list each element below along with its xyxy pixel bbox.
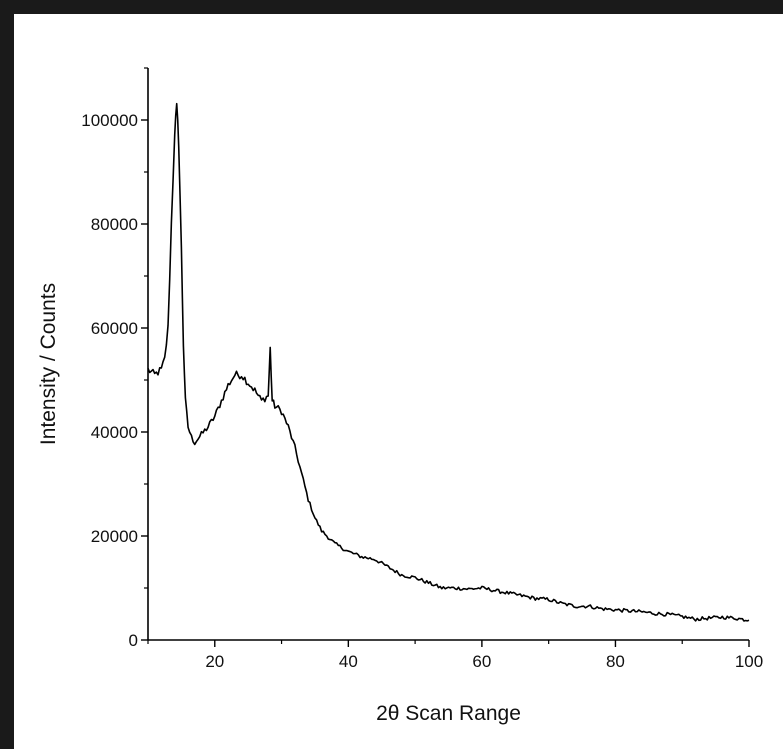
x-tick-label: 60 <box>472 652 491 671</box>
x-axis-title: 2θ Scan Range <box>376 702 521 725</box>
y-tick-label: 40000 <box>91 423 138 442</box>
y-tick-label: 100000 <box>81 111 138 130</box>
x-tick-label: 80 <box>606 652 625 671</box>
y-tick-label: 20000 <box>91 527 138 546</box>
y-axis-title: Intensity / Counts <box>37 283 60 445</box>
axes <box>147 68 749 641</box>
x-tick-label: 100 <box>735 652 763 671</box>
series-line <box>147 102 750 622</box>
x-tick-label: 40 <box>339 652 358 671</box>
y-tick-label: 60000 <box>91 319 138 338</box>
ticks: 0 20000 40000 60000 80000 100000 20 40 60 80 100 <box>81 67 763 671</box>
y-tick-label: 0 <box>129 631 138 650</box>
series-layer <box>147 102 750 622</box>
x-tick-label: 20 <box>205 652 224 671</box>
y-tick-label: 80000 <box>91 215 138 234</box>
